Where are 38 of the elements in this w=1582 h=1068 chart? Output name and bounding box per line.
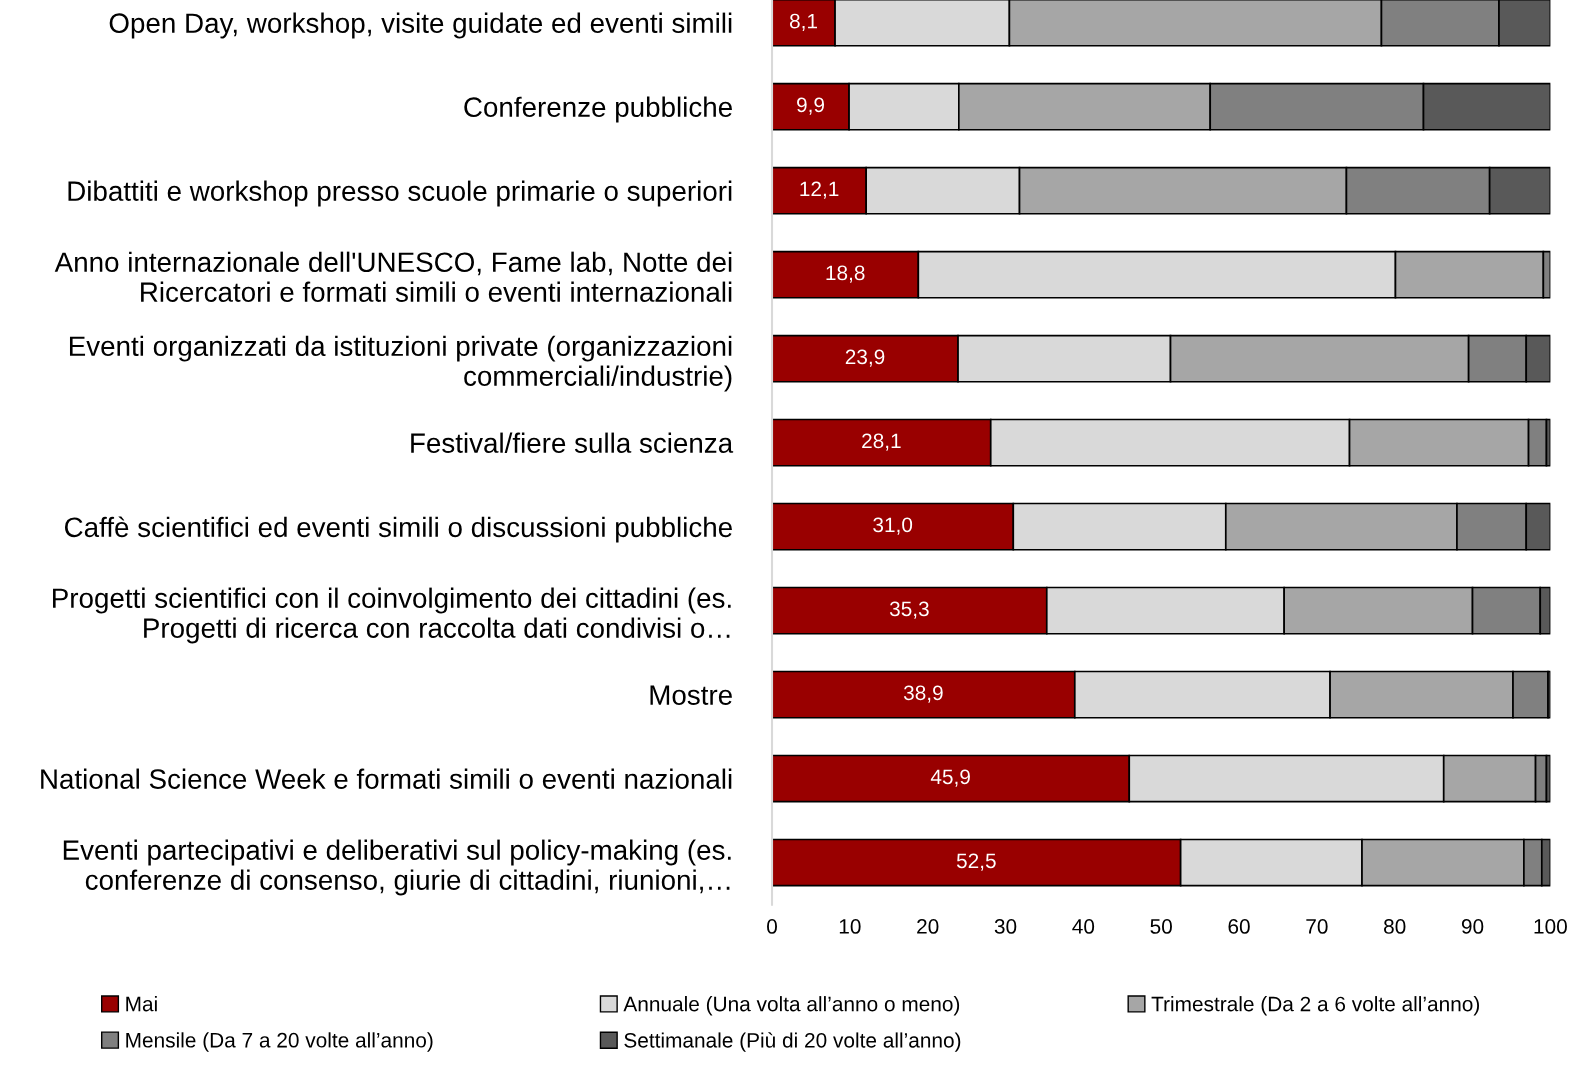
y-tick-label: Festival/fiere sulla scienza <box>411 432 734 453</box>
data-label: 45,9 <box>930 769 970 787</box>
y-tick-label: Eventi organizzati da istituzioni private (organizzazioni commerciali/industrie) <box>69 335 732 392</box>
x-tick-label: 70 <box>1306 919 1328 934</box>
data-label: 9,9 <box>797 97 825 115</box>
x-tick-label: 80 <box>1384 919 1406 934</box>
x-tick-label: 50 <box>1150 919 1172 934</box>
data-label: 31,0 <box>873 517 913 535</box>
x-tick-label: 60 <box>1228 919 1250 934</box>
y-tick-label: Caffè scientifici ed eventi simili o discussioni pubbliche <box>64 516 732 543</box>
x-tick-label: 30 <box>994 919 1017 934</box>
data-label: 28,1 <box>862 433 901 451</box>
data-label: 18,8 <box>826 265 865 283</box>
x-tick-label: 0 <box>767 919 777 934</box>
y-tick-label: Open Day, workshop, visite guidate ed eventi simili <box>109 12 732 39</box>
x-tick-label: 100 <box>1534 919 1567 934</box>
y-tick-label: Mostre <box>650 685 732 705</box>
legend-label: Mensile (Da 7 a 20 volte all’anno) <box>126 1032 433 1052</box>
data-label: 8,1 <box>789 13 817 31</box>
y-tick-label: Conferenze pubbliche <box>464 96 732 123</box>
legend-label: Settimanale (Più di 20 volte all’anno) <box>624 1032 961 1052</box>
data-label: 12,1 <box>800 181 839 199</box>
data-label: 38,9 <box>903 685 943 703</box>
x-tick-label: 90 <box>1461 919 1484 934</box>
y-tick-label: Dibattiti e workshop presso scuole primarie o superiori <box>68 180 732 207</box>
data-label: 52,5 <box>956 853 996 871</box>
data-label: 23,9 <box>845 349 885 367</box>
x-tick-label: 10 <box>839 919 861 934</box>
data-label: 35,3 <box>889 601 929 619</box>
y-tick-label: Eventi partecipativi e deliberativi sul policy-making (es. conferenze di consenso, giurie di cittadini, riunioni,… <box>63 839 731 896</box>
y-tick-label: National Science Week e formati simili o eventi nazionali <box>41 768 732 789</box>
x-tick-label: 40 <box>1072 919 1095 934</box>
legend-label: Trimestrale (Da 2 a 6 volte all’anno) <box>1151 996 1480 1016</box>
x-tick-label: 20 <box>917 919 939 934</box>
legend-label: Annuale (Una volta all’anno o meno) <box>623 996 960 1016</box>
legend-label: Mai <box>126 996 157 1012</box>
y-tick-label: Anno internazionale dell'UNESCO, Fame lab, Notte dei Ricercatori e formati simili o eventi internazionali <box>54 251 732 302</box>
y-tick-label: Progetti scientifici con il coinvolgimento dei cittadini (es. Progetti di ricerca con raccolta dati condivisi o… <box>53 587 731 644</box>
